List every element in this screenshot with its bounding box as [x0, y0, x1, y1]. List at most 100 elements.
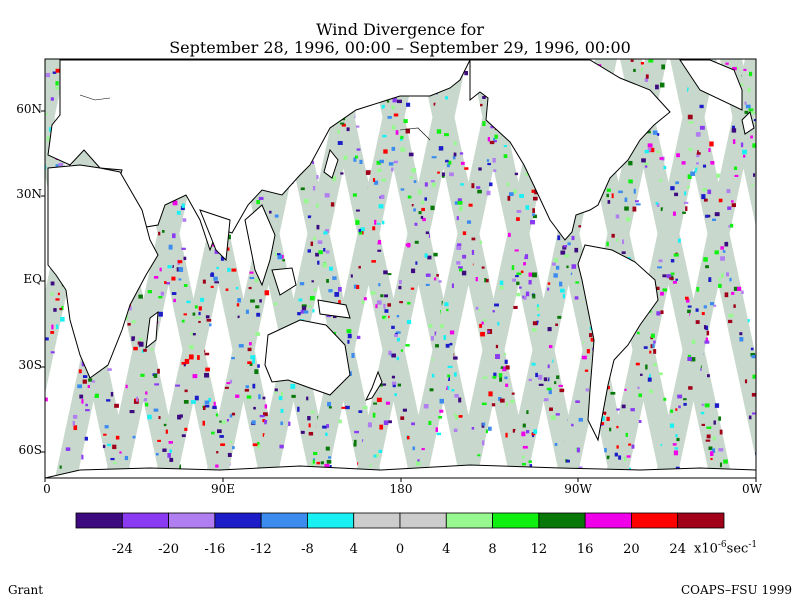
swath-speckle — [227, 234, 231, 240]
swath-speckle — [535, 372, 538, 378]
swath-speckle — [764, 250, 768, 254]
swath-speckle — [385, 401, 390, 405]
swath-speckle — [493, 140, 497, 143]
swath-speckle — [718, 198, 723, 203]
swath-speckle — [647, 143, 653, 148]
swath-speckle — [447, 365, 453, 368]
swath-speckle — [220, 443, 226, 446]
swath-speckle — [290, 383, 296, 389]
swath-speckle — [169, 457, 174, 462]
swath-speckle — [398, 285, 402, 290]
swath-speckle — [453, 356, 458, 360]
swath-speckle — [499, 366, 504, 369]
swath-speckle — [250, 355, 256, 360]
swath-speckle — [674, 447, 679, 450]
colorbar-tick-label: -16 — [204, 542, 226, 557]
swath-speckle — [326, 459, 332, 464]
swath-speckle — [231, 356, 235, 360]
swath-speckle — [656, 203, 660, 207]
swath-speckle — [546, 387, 552, 391]
swath-speckle — [687, 356, 692, 361]
swath-speckle — [377, 249, 382, 252]
swath-speckle — [479, 323, 483, 328]
swath-speckle — [555, 323, 558, 326]
swath-speckle — [515, 275, 519, 278]
swath-speckle — [458, 415, 463, 418]
swath-speckle — [783, 330, 786, 334]
swath-speckle — [765, 416, 770, 418]
swath-speckle — [538, 383, 544, 386]
swath-speckle — [769, 257, 774, 259]
swath-speckle — [245, 385, 249, 389]
swath-speckle — [110, 457, 115, 461]
swath-speckle — [351, 352, 355, 358]
swath-speckle — [158, 296, 163, 299]
swath-speckle — [528, 279, 532, 285]
swath-speckle — [326, 424, 330, 428]
colorbar-swatch — [492, 512, 540, 529]
swath-speckle — [797, 390, 799, 394]
swath-speckle — [677, 394, 683, 399]
swath-speckle — [406, 319, 412, 324]
swath-speckle — [688, 121, 694, 124]
swath-speckle — [381, 104, 386, 109]
uk-outline — [741, 111, 755, 135]
swath-speckle — [683, 201, 689, 204]
swath-speckle — [379, 424, 384, 430]
swath-speckle — [355, 209, 360, 212]
swath-speckle — [208, 397, 212, 402]
swath-speckle — [393, 160, 398, 164]
swath-speckle — [438, 416, 443, 419]
swath-speckle — [475, 306, 479, 310]
swath-speckle — [622, 239, 625, 245]
swath-speckle — [206, 319, 212, 322]
swath-speckle — [376, 453, 379, 457]
swath-speckle — [636, 331, 640, 335]
swath-speckle — [387, 273, 392, 276]
swath-speckle — [301, 304, 307, 308]
swath-speckle — [532, 272, 537, 278]
swath-speckle — [36, 166, 40, 171]
swath-speckle — [425, 283, 430, 287]
swath-speckle — [699, 104, 704, 109]
swath-speckle — [428, 420, 432, 426]
swath-speckle — [575, 400, 580, 403]
swath-speckle — [753, 173, 756, 177]
swath-speckle — [453, 372, 457, 377]
swath-speckle — [733, 304, 736, 308]
swath-speckle — [590, 337, 596, 342]
swath-speckle — [202, 279, 206, 284]
swath-speckle — [418, 189, 422, 195]
swath-speckle — [706, 434, 711, 439]
swath-speckle — [521, 462, 526, 466]
swath-speckle — [752, 143, 756, 148]
swath-speckle — [740, 83, 744, 87]
swath-speckle — [720, 273, 724, 278]
swath-speckle — [655, 202, 659, 205]
swath-speckle — [420, 200, 425, 204]
swath-speckle — [748, 135, 753, 139]
swath-speckle — [521, 431, 526, 437]
swath-speckle — [236, 303, 240, 307]
swath-speckle — [670, 409, 674, 413]
swath-speckle — [29, 461, 33, 465]
swath-speckle — [205, 315, 210, 319]
swath-speckle — [529, 464, 533, 469]
colorbar-tick-label: 4 — [349, 542, 358, 557]
swath-speckle — [31, 432, 33, 436]
swath-speckle — [649, 147, 655, 153]
footer-author: Grant — [8, 583, 44, 597]
swath-speckle — [531, 362, 536, 366]
swath-speckle — [334, 292, 340, 297]
swath-speckle — [327, 401, 332, 407]
swath-speckle — [781, 280, 783, 283]
swath-speckle — [365, 170, 371, 175]
swath-speckle — [420, 215, 424, 219]
swath-speckle — [751, 392, 756, 397]
swath-speckle — [512, 278, 516, 282]
swath-speckle — [184, 389, 188, 393]
swath-speckle — [181, 203, 185, 208]
swath-speckle — [397, 99, 402, 104]
swath-speckle — [255, 332, 261, 336]
